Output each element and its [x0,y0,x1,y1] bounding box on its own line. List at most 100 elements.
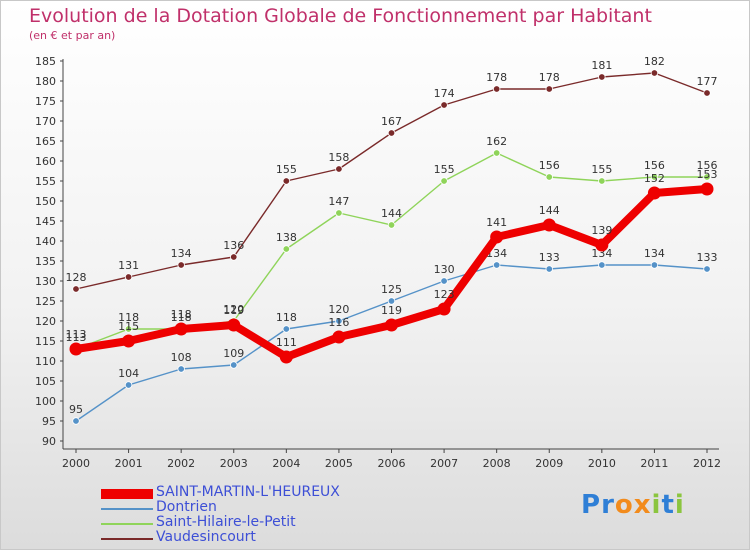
data-point-saint-martin-l-heureux [647,186,661,200]
logo-letter: t [661,490,675,520]
y-tick-label: 165 [35,135,56,148]
data-point-saint-hilaire-le-petit [650,173,659,181]
legend-item-saint-martin[interactable]: SAINT-MARTIN-L'HEUREUX [101,484,481,501]
logo-letter: r [601,490,615,520]
legend-swatch-dontrien [101,508,153,510]
data-label-saint-martin-l-heureux: 115 [118,320,139,333]
data-label-saint-hilaire-le-petit: 155 [591,163,612,176]
data-point-saint-martin-l-heureux [227,318,241,332]
data-label-saint-martin-l-heureux: 116 [328,316,349,329]
data-point-saint-hilaire-le-petit [598,177,606,185]
legend-item-dontrien[interactable]: Dontrien [101,499,481,516]
data-label-dontrien: 130 [434,263,455,276]
y-tick-label: 120 [35,315,56,328]
y-tick-label: 170 [35,115,56,128]
data-label-dontrien: 125 [381,283,402,296]
data-point-dontrien [335,317,343,325]
data-label-saint-hilaire-le-petit: 120 [223,303,244,316]
y-tick-label: 90 [42,435,56,448]
x-tick-label: 2007 [430,457,458,470]
proxiti-logo: Proxiti [581,490,685,520]
data-label-dontrien: 134 [591,247,612,260]
data-point-vaudesincourt [72,285,80,293]
data-label-vaudesincourt: 182 [644,55,665,68]
data-point-vaudesincourt [177,261,185,269]
data-label-dontrien: 120 [328,303,349,316]
data-point-saint-hilaire-le-petit [124,325,133,333]
x-tick-label: 2001 [115,457,143,470]
legend-label-saint-martin: SAINT-MARTIN-L'HEUREUX [156,484,340,500]
data-label-vaudesincourt: 158 [328,151,349,164]
data-point-dontrien [492,261,501,269]
y-tick-label: 160 [35,155,56,168]
data-point-vaudesincourt [282,177,291,185]
x-tick-label: 2005 [325,457,353,470]
y-tick-label: 175 [35,95,56,108]
y-tick-label: 100 [35,395,56,408]
x-tick-label: 2002 [167,457,195,470]
data-label-saint-martin-l-heureux: 119 [223,304,244,317]
data-label-saint-hilaire-le-petit: 162 [486,135,507,148]
data-point-dontrien [703,265,711,273]
data-point-saint-martin-l-heureux [700,182,714,196]
data-label-dontrien: 118 [276,311,297,324]
legend-swatch-saint-hilaire [101,523,153,525]
data-point-saint-hilaire-le-petit [387,221,396,229]
x-tick-label: 2000 [62,457,90,470]
y-tick-label: 180 [35,75,56,88]
data-label-saint-martin-l-heureux: 144 [539,204,560,217]
data-label-saint-martin-l-heureux: 123 [434,288,455,301]
y-tick-label: 115 [35,335,56,348]
data-label-saint-martin-l-heureux: 139 [591,224,612,237]
logo-letter: i [651,490,662,520]
data-point-vaudesincourt [492,85,501,93]
data-point-saint-martin-l-heureux [490,230,504,244]
x-tick-label: 2011 [640,457,668,470]
data-label-saint-hilaire-le-petit: 118 [118,311,139,324]
data-point-saint-martin-l-heureux [437,302,451,316]
data-label-vaudesincourt: 128 [66,271,87,284]
data-label-saint-hilaire-le-petit: 156 [539,159,560,172]
data-point-vaudesincourt [598,73,606,81]
data-point-dontrien [650,261,659,269]
x-tick-label: 2010 [588,457,616,470]
y-tick-label: 130 [35,275,56,288]
data-point-dontrien [387,297,396,305]
data-point-vaudesincourt [230,253,238,261]
data-point-saint-hilaire-le-petit [703,173,711,181]
data-point-dontrien [177,365,185,373]
data-label-saint-hilaire-le-petit: 156 [644,159,665,172]
data-point-dontrien [72,417,80,425]
data-point-vaudesincourt [335,165,343,173]
x-tick-label: 2003 [220,457,248,470]
data-label-dontrien: 108 [171,351,192,364]
x-tick-label: 2009 [535,457,563,470]
y-tick-label: 185 [35,55,56,68]
data-point-saint-martin-l-heureux [595,238,609,252]
data-label-saint-martin-l-heureux: 118 [171,308,192,321]
data-label-saint-martin-l-heureux: 152 [644,172,665,185]
data-point-saint-martin-l-heureux [122,334,136,348]
legend-label-dontrien: Dontrien [156,499,217,515]
y-tick-label: 135 [35,255,56,268]
legend-item-saint-hilaire[interactable]: Saint-Hilaire-le-Petit [101,514,481,531]
y-tick-label: 150 [35,195,56,208]
data-point-saint-hilaire-le-petit [492,149,501,157]
data-point-saint-hilaire-le-petit [545,173,553,181]
chart-subtitle: (en € et par an) [29,29,116,42]
data-label-saint-martin-l-heureux: 113 [66,328,87,341]
chart-title: Evolution de la Dotation Globale de Fonc… [29,5,652,27]
y-tick-label: 145 [35,215,56,228]
data-point-dontrien [545,265,553,273]
data-point-vaudesincourt [650,69,659,77]
y-tick-label: 95 [42,415,56,428]
legend-item-vaudesincourt[interactable]: Vaudesincourt [101,529,481,546]
legend-swatch-saint-martin [101,489,153,499]
data-point-saint-martin-l-heureux [69,342,83,356]
data-label-dontrien: 104 [118,367,139,380]
data-label-saint-hilaire-le-petit: 138 [276,231,297,244]
data-label-dontrien: 109 [223,347,244,360]
data-label-vaudesincourt: 178 [486,71,507,84]
data-label-dontrien: 133 [697,251,718,264]
